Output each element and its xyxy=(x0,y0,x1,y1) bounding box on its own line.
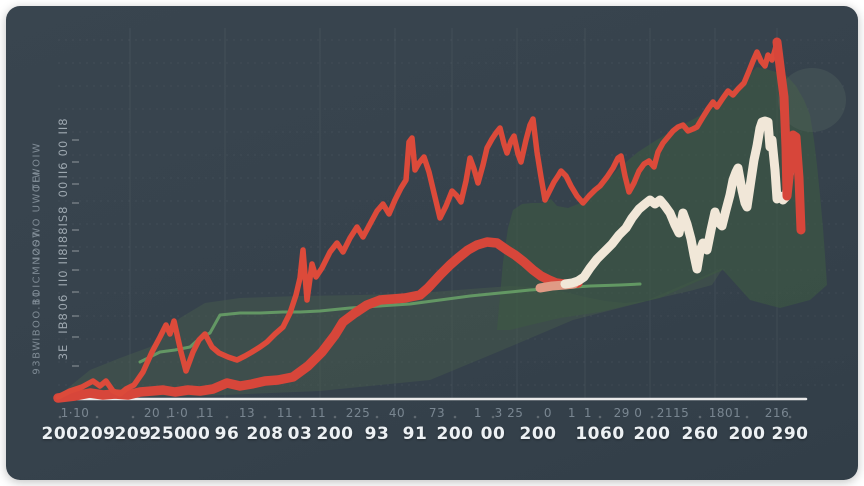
y-axis-value-label: 00 xyxy=(56,139,70,157)
x-axis-major-label: 250 xyxy=(149,424,187,444)
x-axis-minor-label: 40 xyxy=(388,406,406,420)
x-axis-minor-label: 1 xyxy=(473,406,483,420)
x-axis-tick-dot xyxy=(333,415,337,419)
y-axis-value-label: II8 xyxy=(56,117,70,135)
x-axis-tick-dot xyxy=(598,415,602,419)
y-axis-value-label: II0 xyxy=(56,269,70,287)
x-axis-minor-label: 13 xyxy=(238,406,256,420)
x-axis-minor-label: 3 25 xyxy=(494,406,524,420)
x-axis-tick-dot xyxy=(225,415,229,419)
x-axis-tick-dot xyxy=(375,415,379,419)
x-axis-minor-label: 1 xyxy=(583,406,593,420)
light-haze-blob xyxy=(778,68,846,132)
cream-line xyxy=(560,116,796,289)
chart-layer: TIWOIW I2OWO UWOEI BOICMNOS7 IBOO.11 93BW II… xyxy=(6,6,858,480)
x-axis-tick-dot xyxy=(263,415,267,419)
x-axis-tick-dot xyxy=(536,415,540,419)
x-axis-major-label: 200 xyxy=(436,424,474,444)
x-axis-major-label: 200 xyxy=(519,424,557,444)
x-axis-minor-label: 11 xyxy=(309,406,327,420)
x-axis-tick-dot xyxy=(413,415,417,419)
y-axis-value-label: II8 xyxy=(56,247,70,265)
x-axis-tick-dot xyxy=(298,415,302,419)
price-chart xyxy=(53,28,846,419)
x-axis-major-label: 1060 xyxy=(575,424,625,444)
x-axis-minor-label: 11 xyxy=(197,406,215,420)
red-crash-segment xyxy=(772,37,806,235)
x-axis-major-label: 208 xyxy=(246,424,284,444)
x-axis-major-label: 00 xyxy=(185,424,211,444)
x-axis-minor-label: 1 xyxy=(567,406,577,420)
x-axis-tick-dot xyxy=(650,415,654,419)
x-axis-major-label: 91 xyxy=(402,424,428,444)
x-axis-major-label: 200 xyxy=(41,424,79,444)
x-axis-major-label: 200 xyxy=(316,424,354,444)
y-axis-value-label: II6 xyxy=(56,161,70,179)
y-axis-word-label: 93BW xyxy=(31,339,43,375)
x-axis-major-label: 209 xyxy=(114,424,152,444)
x-axis-major-label: 00 xyxy=(480,424,506,444)
y-axis-value-label: IB8 xyxy=(56,312,70,334)
chart-card: TIWOIW I2OWO UWOEI BOICMNOS7 IBOO.11 93BW II… xyxy=(6,6,858,480)
x-axis-tick-dot xyxy=(131,415,135,419)
x-axis-major-label: 200 xyxy=(728,424,766,444)
x-axis-minor-label: 2115 xyxy=(656,406,690,420)
y-axis-value-label: 00 xyxy=(56,180,70,198)
x-axis-minor-label: 225 xyxy=(345,406,371,420)
x-axis-tick-dot xyxy=(491,415,495,419)
x-axis-minor-label: 73 xyxy=(428,406,446,420)
x-axis-tick-dot xyxy=(196,415,200,419)
x-axis-minor-label: 20 xyxy=(143,406,161,420)
x-axis-tick-dot xyxy=(166,415,170,419)
x-axis-major-label: 290 xyxy=(771,424,809,444)
x-axis-tick-dot xyxy=(95,415,99,419)
x-axis-minor-label: 216 xyxy=(764,406,790,420)
x-axis-major-label: 209 xyxy=(78,424,116,444)
x-axis-tick-dot xyxy=(698,415,702,419)
x-axis-major-label: 260 xyxy=(681,424,719,444)
x-axis-minor-label: 11 xyxy=(276,406,294,420)
x-axis-major-label: 200 xyxy=(633,424,671,444)
x-axis-major-label: 96 xyxy=(214,424,240,444)
y-axis-value-label: 3E xyxy=(56,343,70,361)
x-axis-tick-dot xyxy=(788,415,792,419)
x-axis-minor-label: 0 xyxy=(543,406,553,420)
y-axis-value-label: IS8 xyxy=(56,205,70,227)
x-axis-major-label: 93 xyxy=(364,424,390,444)
x-axis-tick-dot xyxy=(453,415,457,419)
y-axis-value-label: I88 xyxy=(56,226,70,248)
x-axis-minor-label: 1801 xyxy=(708,406,742,420)
x-axis-minor-label: 1·10 xyxy=(60,406,90,420)
x-axis-tick-dot xyxy=(58,415,62,419)
x-axis-minor-label: 29 0 xyxy=(613,406,643,420)
x-axis-tick-dot xyxy=(745,415,749,419)
x-axis-major-label: 03 xyxy=(287,424,313,444)
y-axis-value-label: 06 xyxy=(56,293,70,311)
red-thick-line xyxy=(53,237,583,403)
red-volatile-line xyxy=(55,39,780,400)
x-axis-minor-label: 1·0 xyxy=(167,406,189,420)
y-axis-word-label: IBOO.11 xyxy=(31,289,43,341)
